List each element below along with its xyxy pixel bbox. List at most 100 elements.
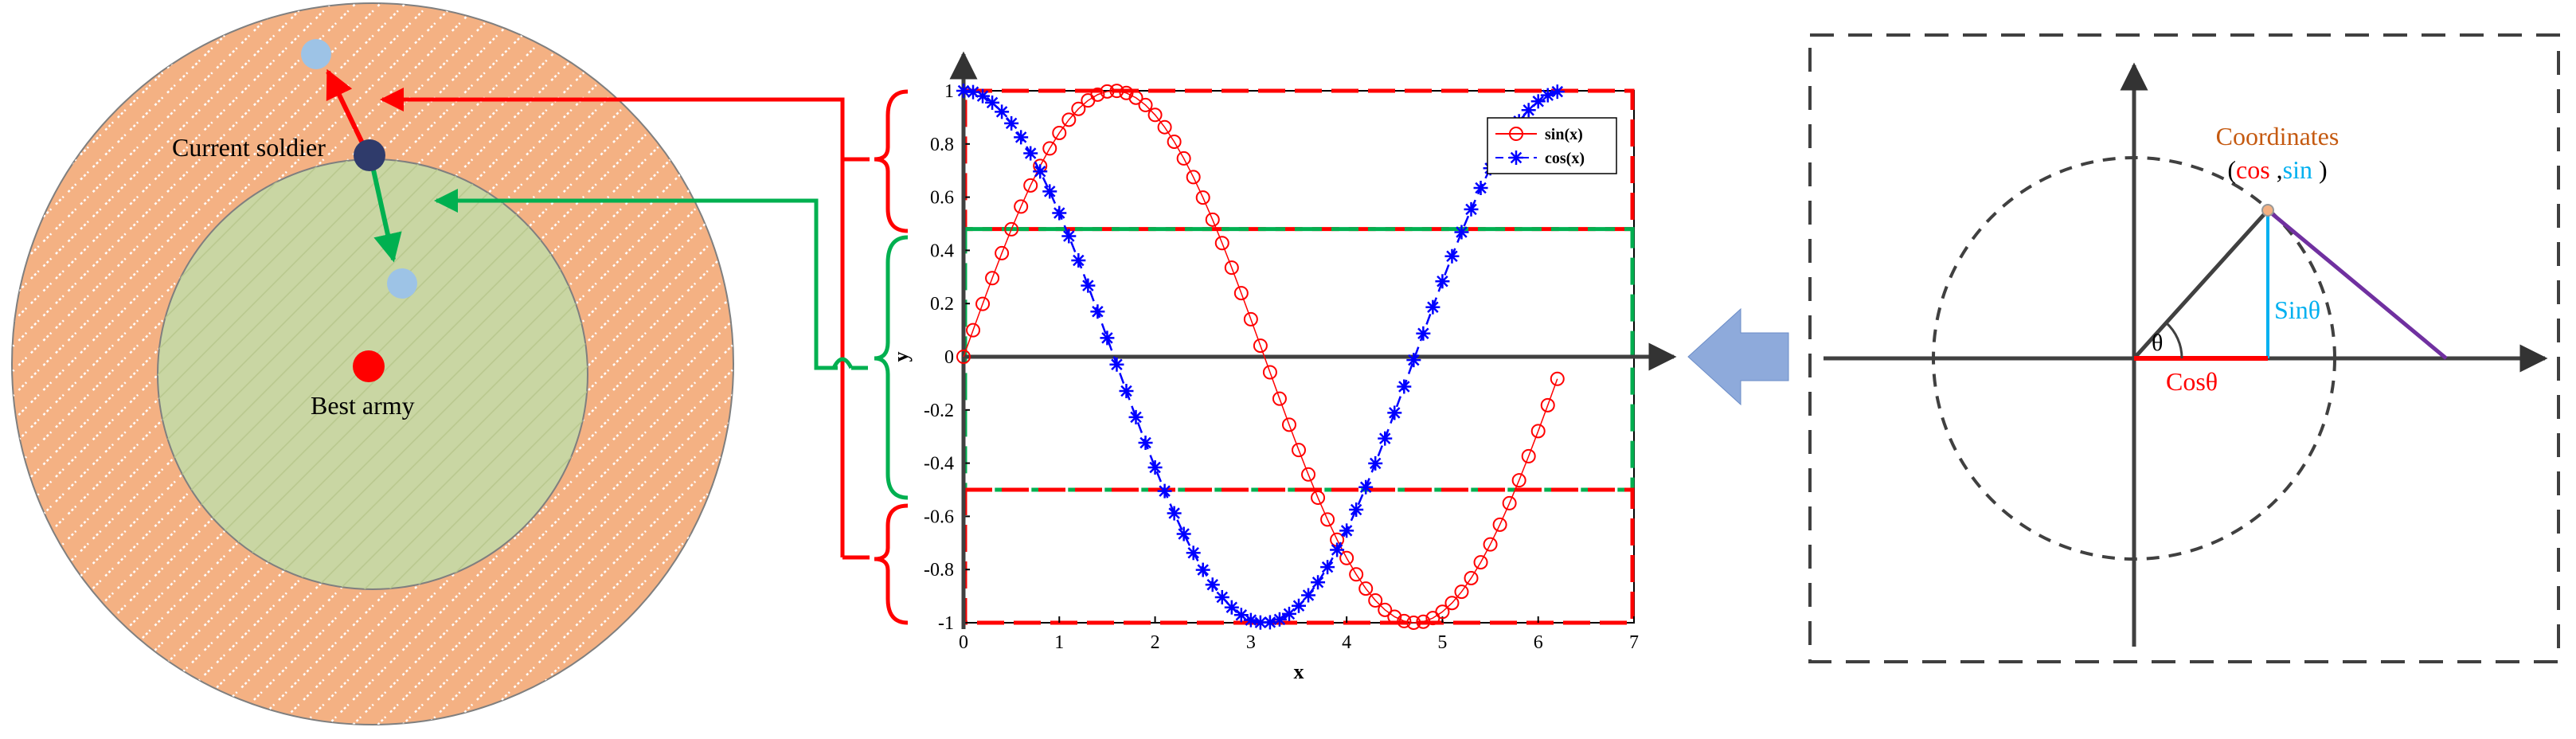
coordinates-value: (cos ,sin ) (2227, 155, 2327, 184)
cos-point-stroke (1005, 117, 1018, 130)
y-tick-label: -0.8 (924, 560, 954, 581)
legend-marker-circle (1509, 127, 1523, 141)
legend-box (1487, 117, 1617, 174)
y-tick-label: -0.6 (924, 506, 954, 527)
cos-point (1358, 479, 1374, 495)
cos-point-stroke (986, 96, 999, 109)
sin-point (1052, 125, 1067, 140)
sin-theta-label: Sinθ (2274, 295, 2320, 324)
sin-point (1339, 550, 1354, 565)
cos-point (1224, 600, 1239, 615)
cos-point-stroke (1063, 230, 1075, 242)
band-connectors (380, 88, 909, 625)
coordinates-title: Coordinates (2216, 122, 2340, 151)
cos-point-stroke (1092, 305, 1104, 318)
sin-point (1186, 170, 1201, 185)
y-axis-label: y (889, 352, 913, 362)
cos-point (1262, 615, 1277, 630)
sin-point (1378, 602, 1393, 617)
theta-label: θ (2152, 330, 2163, 356)
theta-arc (2164, 321, 2183, 359)
cos-point-stroke (1178, 528, 1190, 540)
coord-sep: , (2270, 155, 2283, 184)
cos-point (956, 84, 971, 98)
cos-point-stroke (1273, 613, 1286, 626)
cos-point-stroke (1302, 589, 1315, 601)
sin-point (1320, 512, 1335, 527)
cos-point (1176, 526, 1191, 542)
cos-point (1521, 103, 1536, 118)
cos-point (1454, 225, 1469, 240)
sin-point (1253, 338, 1268, 354)
cos-theta-label: Cosθ (2166, 367, 2218, 396)
point-marker (2261, 204, 2274, 217)
sin-point (1061, 112, 1077, 127)
sin-point (1214, 236, 1229, 251)
tangent-line (2266, 209, 2448, 360)
cos-point-stroke (1245, 614, 1257, 626)
cos-point (1320, 560, 1335, 575)
cos-point-stroke (1465, 203, 1477, 216)
sin-point (956, 350, 971, 364)
coord-close: ) (2312, 155, 2328, 184)
cos-point-stroke (1427, 301, 1439, 313)
cos-point (1387, 405, 1402, 420)
cos-point (1128, 409, 1143, 424)
coord-cos: cos (2236, 155, 2270, 184)
cos-point (1138, 435, 1153, 450)
series-line-cos (963, 89, 1558, 624)
cos-point (1301, 588, 1316, 603)
legend-marker-asterisk (1510, 151, 1523, 164)
cos-point (1014, 130, 1029, 145)
cos-point-stroke (1111, 358, 1123, 371)
sin-point (1368, 592, 1383, 608)
cos-point (1464, 201, 1479, 217)
cos-point (1281, 606, 1296, 621)
x-tick-label: 1 (1054, 632, 1064, 653)
chart-legend: sin(x) cos(x) (1487, 117, 1617, 174)
cos-point (1530, 94, 1546, 109)
cos-point-stroke (995, 106, 1008, 118)
series-line-sin (963, 90, 1558, 624)
sin-point (1243, 311, 1258, 326)
x-tick-label: 2 (1151, 632, 1160, 653)
sin-point (1042, 141, 1057, 156)
cos-point-stroke (1235, 609, 1248, 621)
cos-point-stroke (1159, 485, 1171, 497)
cos-point (1272, 612, 1287, 627)
sin-point (1406, 615, 1421, 630)
cos-point-stroke (1331, 544, 1343, 556)
green-connector (434, 189, 838, 370)
cos-point-stroke (1398, 381, 1410, 393)
cos-point (1109, 357, 1124, 372)
cos-point (975, 88, 991, 104)
sin-point (1109, 84, 1124, 99)
cos-point (1330, 542, 1345, 557)
sin-point (1090, 87, 1105, 102)
cos-point-stroke (1475, 182, 1487, 194)
cos-point-stroke (1359, 481, 1372, 493)
sin-point (1147, 108, 1163, 123)
cos-point (1205, 577, 1220, 592)
current-soldier-label: Current soldier (172, 133, 326, 162)
cos-point-stroke (957, 84, 970, 97)
cos-point-stroke (1225, 601, 1238, 613)
cos-point (1550, 84, 1565, 100)
cos-point-stroke (1523, 104, 1534, 116)
sin-point (1301, 467, 1316, 482)
sin-point (975, 296, 991, 311)
sin-point (1100, 84, 1115, 99)
candidate-dot-inner (387, 268, 417, 299)
cos-point-stroke (1311, 577, 1324, 588)
cos-point-stroke (1149, 461, 1161, 474)
sin-point (1292, 443, 1306, 458)
cos-point (1368, 456, 1383, 471)
cos-point-stroke (1130, 411, 1142, 424)
cos-point (1167, 506, 1182, 521)
sin-point (1349, 567, 1364, 582)
cos-point-stroke (967, 86, 979, 98)
cos-point-stroke (1408, 354, 1420, 366)
x-tick-label: 5 (1437, 632, 1447, 653)
cos-point (1119, 384, 1134, 399)
green-move-arrow (369, 158, 402, 263)
